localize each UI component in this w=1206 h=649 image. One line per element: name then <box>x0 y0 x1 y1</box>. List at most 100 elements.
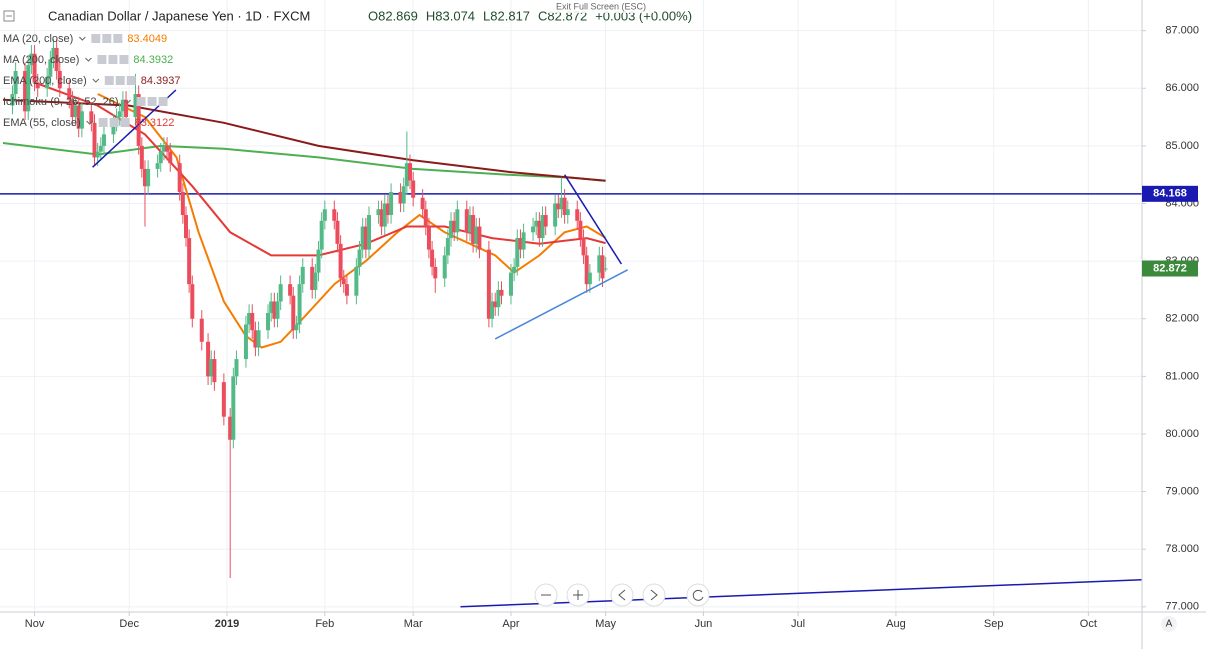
legend-button[interactable] <box>108 55 118 64</box>
legend-button[interactable] <box>115 76 125 85</box>
candle-body <box>291 295 296 331</box>
fullscreen-notice[interactable]: Exit Full Screen (ESC) <box>556 1 646 11</box>
candle-body <box>442 255 447 279</box>
candle-body <box>54 47 59 71</box>
candle-body <box>603 268 608 270</box>
candle-body <box>231 376 236 440</box>
legend-button[interactable] <box>91 34 101 43</box>
candle-body <box>338 243 343 279</box>
legend-button[interactable] <box>126 76 136 85</box>
scroll-right-button[interactable] <box>642 583 666 607</box>
legend-label: Ichimoku (9, 26, 52, 26) <box>3 96 119 108</box>
y-tick-label: 85.000 <box>1165 140 1199 152</box>
candle-body <box>452 220 457 233</box>
candle-body <box>508 272 513 296</box>
x-tick-label: Feb <box>315 618 334 630</box>
candle-body <box>98 145 103 152</box>
legend-caret <box>124 99 131 104</box>
candle-body <box>408 163 413 181</box>
candle-body <box>288 284 293 296</box>
legend-button[interactable] <box>158 97 168 106</box>
legend-button[interactable] <box>119 55 129 64</box>
reset-button[interactable] <box>686 583 710 607</box>
candle-body <box>133 94 138 118</box>
legend-label: MA (200, close) <box>3 54 79 66</box>
candle-body <box>243 324 248 360</box>
candle-body <box>275 301 280 319</box>
candle-body <box>51 47 56 60</box>
candle-body <box>161 145 166 152</box>
candle-body <box>124 99 129 118</box>
candle-body <box>467 215 472 233</box>
candle-body <box>464 209 469 233</box>
candle-body <box>73 105 78 118</box>
candle-body <box>101 134 106 146</box>
candle-body <box>385 203 390 216</box>
quote-value: H83.074 <box>426 8 475 23</box>
legend-button[interactable] <box>102 34 112 43</box>
candle-body <box>518 238 523 250</box>
auto-scale-button[interactable] <box>1161 616 1177 632</box>
candle-body <box>67 88 72 100</box>
candle-body <box>486 249 491 319</box>
candle-body <box>79 111 84 129</box>
candle-body <box>278 284 283 302</box>
legend-value: 84.3937 <box>141 75 181 87</box>
notice-box <box>548 1 654 13</box>
legend-button[interactable] <box>104 76 114 85</box>
candle-body <box>490 301 495 319</box>
moving-average-line <box>2 98 606 182</box>
candle-body <box>92 122 97 158</box>
collapse-icon[interactable] <box>3 10 15 22</box>
y-tick-label: 86.000 <box>1165 82 1199 94</box>
legend-value: 83.4049 <box>127 33 167 45</box>
candle-body <box>180 191 185 216</box>
candle-body <box>35 82 40 89</box>
candle-body <box>155 163 160 169</box>
candle-body <box>471 215 476 244</box>
candle-body <box>250 312 255 331</box>
candle-body <box>597 255 602 273</box>
auto-scale-label: A <box>1166 619 1173 630</box>
candle-body <box>117 111 122 118</box>
axes: 77.00078.00079.00080.00081.00082.00083.0… <box>25 25 1199 630</box>
candle-body <box>247 312 252 325</box>
candle-body <box>199 318 204 342</box>
legend-button[interactable] <box>113 34 123 43</box>
candle-body <box>136 94 141 146</box>
legend-button[interactable] <box>136 97 146 106</box>
x-tick-label: Dec <box>119 618 139 630</box>
legend-button[interactable] <box>109 118 119 127</box>
legend-button[interactable] <box>97 55 107 64</box>
candle-body <box>553 203 558 227</box>
y-tick-label: 77.000 <box>1165 601 1199 613</box>
candle-body <box>322 209 327 221</box>
candle-body <box>177 163 182 192</box>
candle-body <box>272 301 277 319</box>
legend-label: MA (20, close) <box>3 33 73 45</box>
candle-body <box>95 151 100 158</box>
candle-body <box>499 289 504 296</box>
trend-line <box>494 269 629 340</box>
legend-caret <box>78 36 86 41</box>
candle-body <box>379 209 384 227</box>
candle-body <box>212 359 217 383</box>
candle-body <box>10 94 15 106</box>
candle-body <box>433 266 438 279</box>
legend-button[interactable] <box>120 118 130 127</box>
y-tick-label: 81.000 <box>1165 370 1199 382</box>
candle-body <box>426 226 431 250</box>
candle-body <box>48 59 53 77</box>
candle-body <box>29 53 34 66</box>
candle-body <box>515 238 520 267</box>
scroll-left-button[interactable] <box>610 583 634 607</box>
candle-body <box>70 99 75 118</box>
x-tick-label: Jun <box>695 618 713 630</box>
candle-body <box>493 301 498 308</box>
legend-button[interactable] <box>147 97 157 106</box>
candle-body <box>297 284 302 325</box>
candle-body <box>146 168 151 187</box>
legend-button[interactable] <box>98 118 108 127</box>
candle-body <box>313 272 318 290</box>
